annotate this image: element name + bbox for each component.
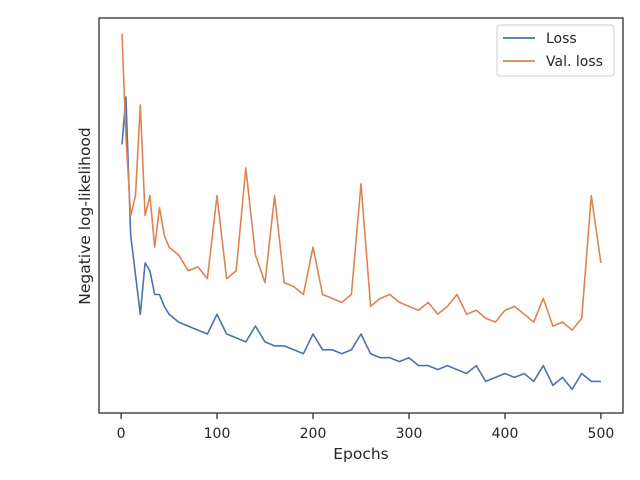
x-tick-label-0: 0 bbox=[117, 426, 126, 442]
plot-frame bbox=[98, 17, 624, 414]
x-tick-label-200: 200 bbox=[300, 426, 327, 442]
x-axis: 0 100 200 300 400 500 bbox=[117, 413, 615, 442]
legend: Loss Val. loss bbox=[496, 24, 615, 77]
y-axis-label: Negative log-likelihood bbox=[76, 127, 94, 305]
series-line-val-loss bbox=[121, 33, 602, 331]
x-axis-label: Epochs bbox=[333, 445, 389, 463]
x-tick-label-300: 300 bbox=[396, 426, 423, 442]
x-tick-label-500: 500 bbox=[588, 426, 615, 442]
series-layer bbox=[121, 33, 602, 391]
legend-label-loss: Loss bbox=[546, 31, 577, 47]
series-line-loss bbox=[121, 96, 601, 391]
x-tick-label-100: 100 bbox=[204, 426, 231, 442]
legend-label-val-loss: Val. loss bbox=[546, 54, 603, 70]
x-tick-label-400: 400 bbox=[492, 426, 519, 442]
